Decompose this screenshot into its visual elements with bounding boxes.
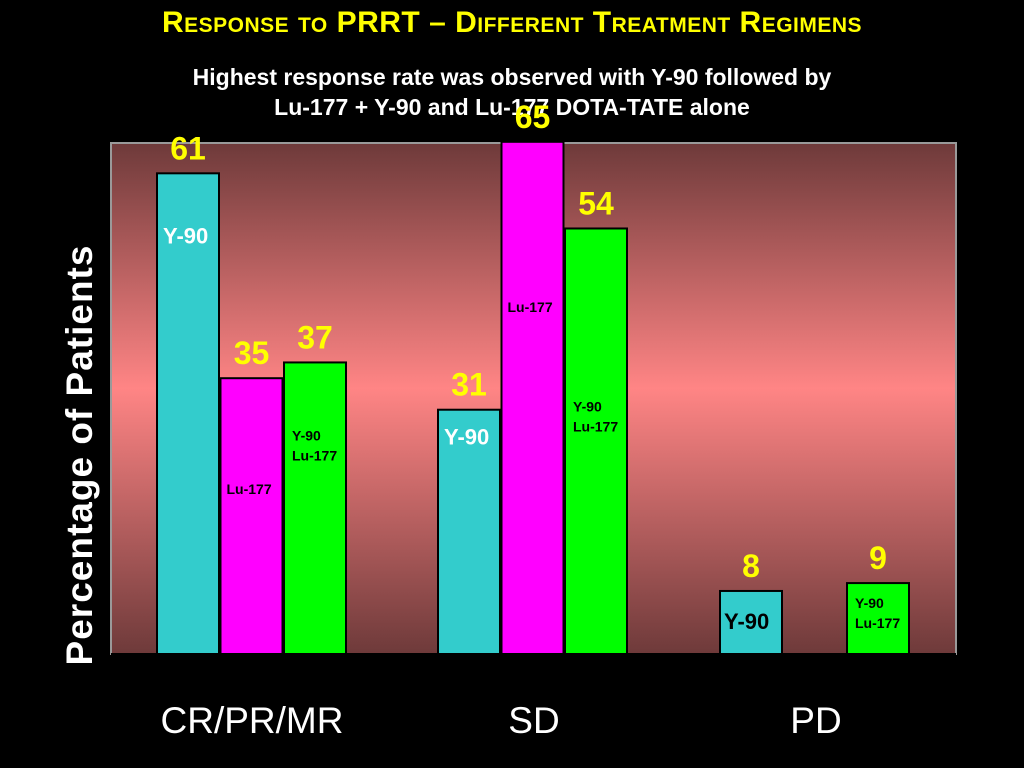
bar-sd-series-2 — [564, 227, 628, 655]
chart-subtitle: Highest response rate was observed with … — [0, 62, 1024, 122]
bar-inner-label-1-2-0: Y-90 — [573, 398, 602, 414]
x-tick-label-2: PD — [790, 700, 842, 741]
bar-cr-pr-mr-series-1 — [219, 377, 284, 655]
value-label-1-2: 54 — [578, 185, 614, 221]
bar-inner-label-0-0-0: Y-90 — [163, 223, 208, 248]
y-axis-label: Percentage of Patients — [59, 244, 100, 666]
x-tick-label-1: SD — [508, 700, 560, 741]
bar-inner-label-2-2-1: Lu-177 — [855, 615, 900, 631]
subtitle-line-2: Lu-177 + Y-90 and Lu-177 DOTA-TATE alone — [274, 94, 750, 120]
bar-cr-pr-mr-series-0 — [156, 172, 220, 655]
x-tick-label-0: CR/PR/MR — [160, 700, 344, 741]
bar-inner-label-0-2-0: Y-90 — [292, 427, 321, 443]
bar-inner-label-2-0-0: Y-90 — [724, 609, 769, 634]
bar-inner-label-1-1-0: Lu-177 — [508, 299, 553, 315]
bar-sd-series-1 — [500, 140, 565, 656]
bar-pd-series-0 — [719, 589, 783, 656]
value-label-0-1: 35 — [234, 335, 270, 371]
value-label-0-2: 37 — [297, 319, 333, 355]
value-label-0-0: 61 — [170, 130, 206, 166]
bar-inner-label-1-0-0: Y-90 — [444, 425, 489, 450]
bar-cr-pr-mr-series-2 — [283, 361, 347, 655]
value-label-1-0: 31 — [451, 367, 487, 403]
bar-pd-series-2 — [846, 582, 910, 656]
bar-sd-series-0 — [437, 408, 501, 655]
value-label-2-2: 9 — [869, 540, 887, 576]
bar-inner-label-1-2-1: Lu-177 — [573, 418, 618, 434]
value-label-1-1: 65 — [515, 99, 551, 135]
bar-inner-label-0-2-1: Lu-177 — [292, 447, 337, 463]
bar-inner-label-0-1-0: Lu-177 — [227, 481, 272, 497]
value-label-2-0: 8 — [742, 548, 760, 584]
subtitle-line-1: Highest response rate was observed with … — [192, 64, 832, 90]
chart-title: Response to PRRT – Different Treatment R… — [161, 6, 863, 39]
bar-inner-label-2-2-0: Y-90 — [855, 595, 884, 611]
